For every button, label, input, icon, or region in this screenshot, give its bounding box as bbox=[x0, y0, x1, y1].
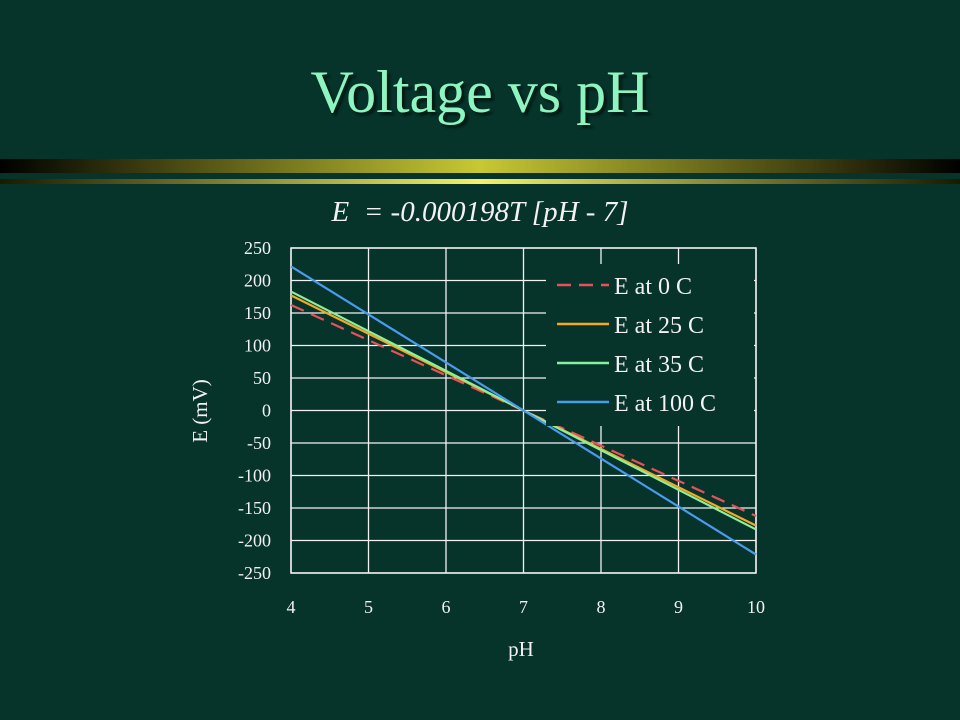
legend-box bbox=[546, 264, 754, 426]
y-tick-label: 150 bbox=[244, 303, 271, 323]
y-tick-label: 100 bbox=[244, 336, 271, 356]
y-tick-labels: 250 200 150 100 50 0 -50 -100 -150 -200 -250 bbox=[238, 238, 271, 583]
y-tick-label: -150 bbox=[238, 498, 271, 518]
legend-label-3: E at 100 C bbox=[614, 391, 716, 417]
legend-label-0: E at 0 C bbox=[614, 274, 692, 300]
x-tick-label: 8 bbox=[597, 597, 606, 617]
y-tick-label: 250 bbox=[244, 238, 271, 258]
legend: E at 0 C E at 25 C E at 35 C E at 100 C bbox=[546, 264, 754, 426]
y-tick-label: -250 bbox=[238, 563, 271, 583]
legend-label-2: E at 35 C bbox=[614, 352, 704, 378]
x-tick-label: 7 bbox=[519, 597, 528, 617]
x-tick-label: 5 bbox=[364, 597, 373, 617]
slide-title: Voltage vs pH bbox=[310, 59, 650, 125]
y-tick-label: 0 bbox=[262, 401, 271, 421]
y-tick-label: -200 bbox=[238, 531, 271, 551]
y-tick-label: 50 bbox=[253, 368, 271, 388]
series-line-3 bbox=[290, 265, 757, 556]
equation: E = -0.000198T [pH - 7] bbox=[331, 196, 629, 228]
y-tick-label: -50 bbox=[247, 433, 271, 453]
title-divider bbox=[0, 159, 960, 184]
x-tick-label: 10 bbox=[747, 597, 765, 617]
x-tick-labels: 4 5 6 7 8 9 10 bbox=[287, 597, 766, 617]
series-lines bbox=[290, 265, 757, 556]
x-axis-title: pH bbox=[508, 637, 534, 661]
x-tick-label: 6 bbox=[442, 597, 451, 617]
y-tick-label: 200 bbox=[244, 271, 271, 291]
x-tick-label: 4 bbox=[287, 597, 296, 617]
y-axis-title: E (mV) bbox=[188, 379, 212, 443]
legend-label-1: E at 25 C bbox=[614, 313, 704, 339]
x-tick-label: 9 bbox=[674, 597, 683, 617]
y-tick-label: -100 bbox=[238, 466, 271, 486]
